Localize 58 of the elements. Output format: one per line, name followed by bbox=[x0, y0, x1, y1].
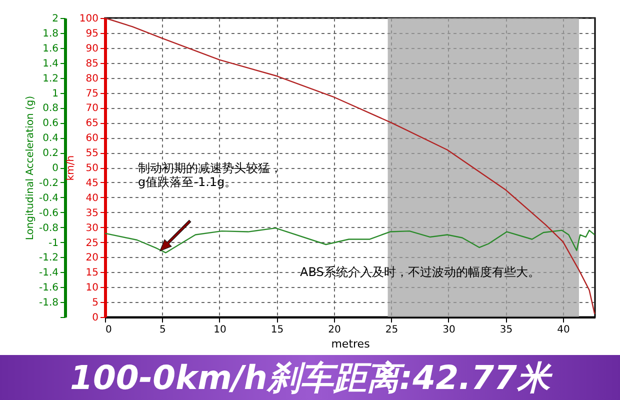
y-tick-label: 1.2 bbox=[42, 73, 58, 84]
y-tick-label: 1.8 bbox=[42, 28, 58, 40]
annotation: 制动初期的减速势头较猛， g值跌落至-1.1g。 bbox=[138, 161, 282, 189]
y2-tick-label: 60 bbox=[86, 133, 98, 144]
y2-tick-label: 80 bbox=[86, 73, 98, 84]
y2-tick-label: 0 bbox=[92, 312, 98, 324]
y-tick-label: -1 bbox=[48, 238, 58, 249]
y2-tick-label: 85 bbox=[86, 58, 98, 70]
y2-tick-label: 30 bbox=[86, 222, 98, 234]
y-tick-label: 1.4 bbox=[42, 58, 58, 70]
y2-tick-label: 95 bbox=[86, 28, 98, 40]
y2-tick-label: 25 bbox=[86, 238, 98, 249]
line-series bbox=[104, 17, 596, 315]
y-tick-label: -0.2 bbox=[38, 178, 58, 189]
y-tick-label: -0.6 bbox=[38, 208, 58, 219]
x-tick-label: 30 bbox=[442, 324, 456, 336]
y-tick-label: -1.6 bbox=[38, 282, 58, 294]
x-tick-label: 40 bbox=[557, 324, 570, 336]
y2-tick-label: 75 bbox=[86, 88, 98, 100]
y2-tick-label: 50 bbox=[86, 163, 98, 174]
y-tick-label: 1 bbox=[52, 88, 58, 100]
y2-tick-label: 90 bbox=[86, 43, 98, 54]
y2-axis-title: km/h bbox=[65, 155, 76, 181]
x-axis-title: metres bbox=[331, 338, 370, 350]
annotation: ABS系统介入及时，不过波动的幅度有些大。 bbox=[300, 265, 540, 279]
y-tick-label: 1.6 bbox=[42, 43, 58, 54]
y2-tick-label: 10 bbox=[86, 282, 98, 294]
line-series bbox=[104, 227, 596, 254]
y-tick-label: 0.4 bbox=[42, 133, 58, 144]
y-tick-label: 0.2 bbox=[42, 148, 58, 160]
y2-tick-label: 20 bbox=[86, 252, 98, 264]
x-tick-label: 35 bbox=[500, 324, 513, 336]
y2-tick-label: 15 bbox=[86, 268, 98, 279]
y-tick-label: 0 bbox=[52, 163, 58, 174]
y2-tick-label: 5 bbox=[92, 298, 98, 309]
y-tick-label: -1.4 bbox=[38, 268, 58, 279]
y-tick-label: -0.8 bbox=[38, 222, 58, 234]
y2-tick-label: 55 bbox=[86, 148, 98, 160]
x-tick-label: 0 bbox=[106, 324, 112, 336]
y2-tick-label: 35 bbox=[86, 208, 98, 219]
y2-tick-label: 70 bbox=[86, 103, 98, 114]
y-tick-label: -1.8 bbox=[38, 298, 58, 309]
y-tick-label: 2 bbox=[52, 14, 58, 24]
y-tick-label: 0.6 bbox=[42, 118, 58, 130]
y2-tick-label: 65 bbox=[86, 118, 98, 130]
x-tick-label: 25 bbox=[385, 324, 398, 336]
y-tick-label: 0.8 bbox=[42, 103, 58, 114]
y-tick-label: -1.2 bbox=[38, 252, 58, 264]
y2-tick-label: 40 bbox=[86, 192, 98, 204]
x-tick-label: 5 bbox=[160, 324, 166, 336]
x-tick-label: 10 bbox=[214, 324, 226, 336]
y-axis-title: Longitudinal Acceleration (g) bbox=[24, 96, 36, 240]
y-tick-label: -0.4 bbox=[38, 192, 58, 204]
y2-tick-label: 45 bbox=[86, 178, 98, 189]
x-tick-label: 20 bbox=[328, 324, 341, 336]
y2-tick-label: 100 bbox=[79, 14, 98, 24]
text: 100-0km/h刹车距离:42.77米 bbox=[0, 355, 620, 400]
x-tick-label: 15 bbox=[270, 324, 284, 336]
